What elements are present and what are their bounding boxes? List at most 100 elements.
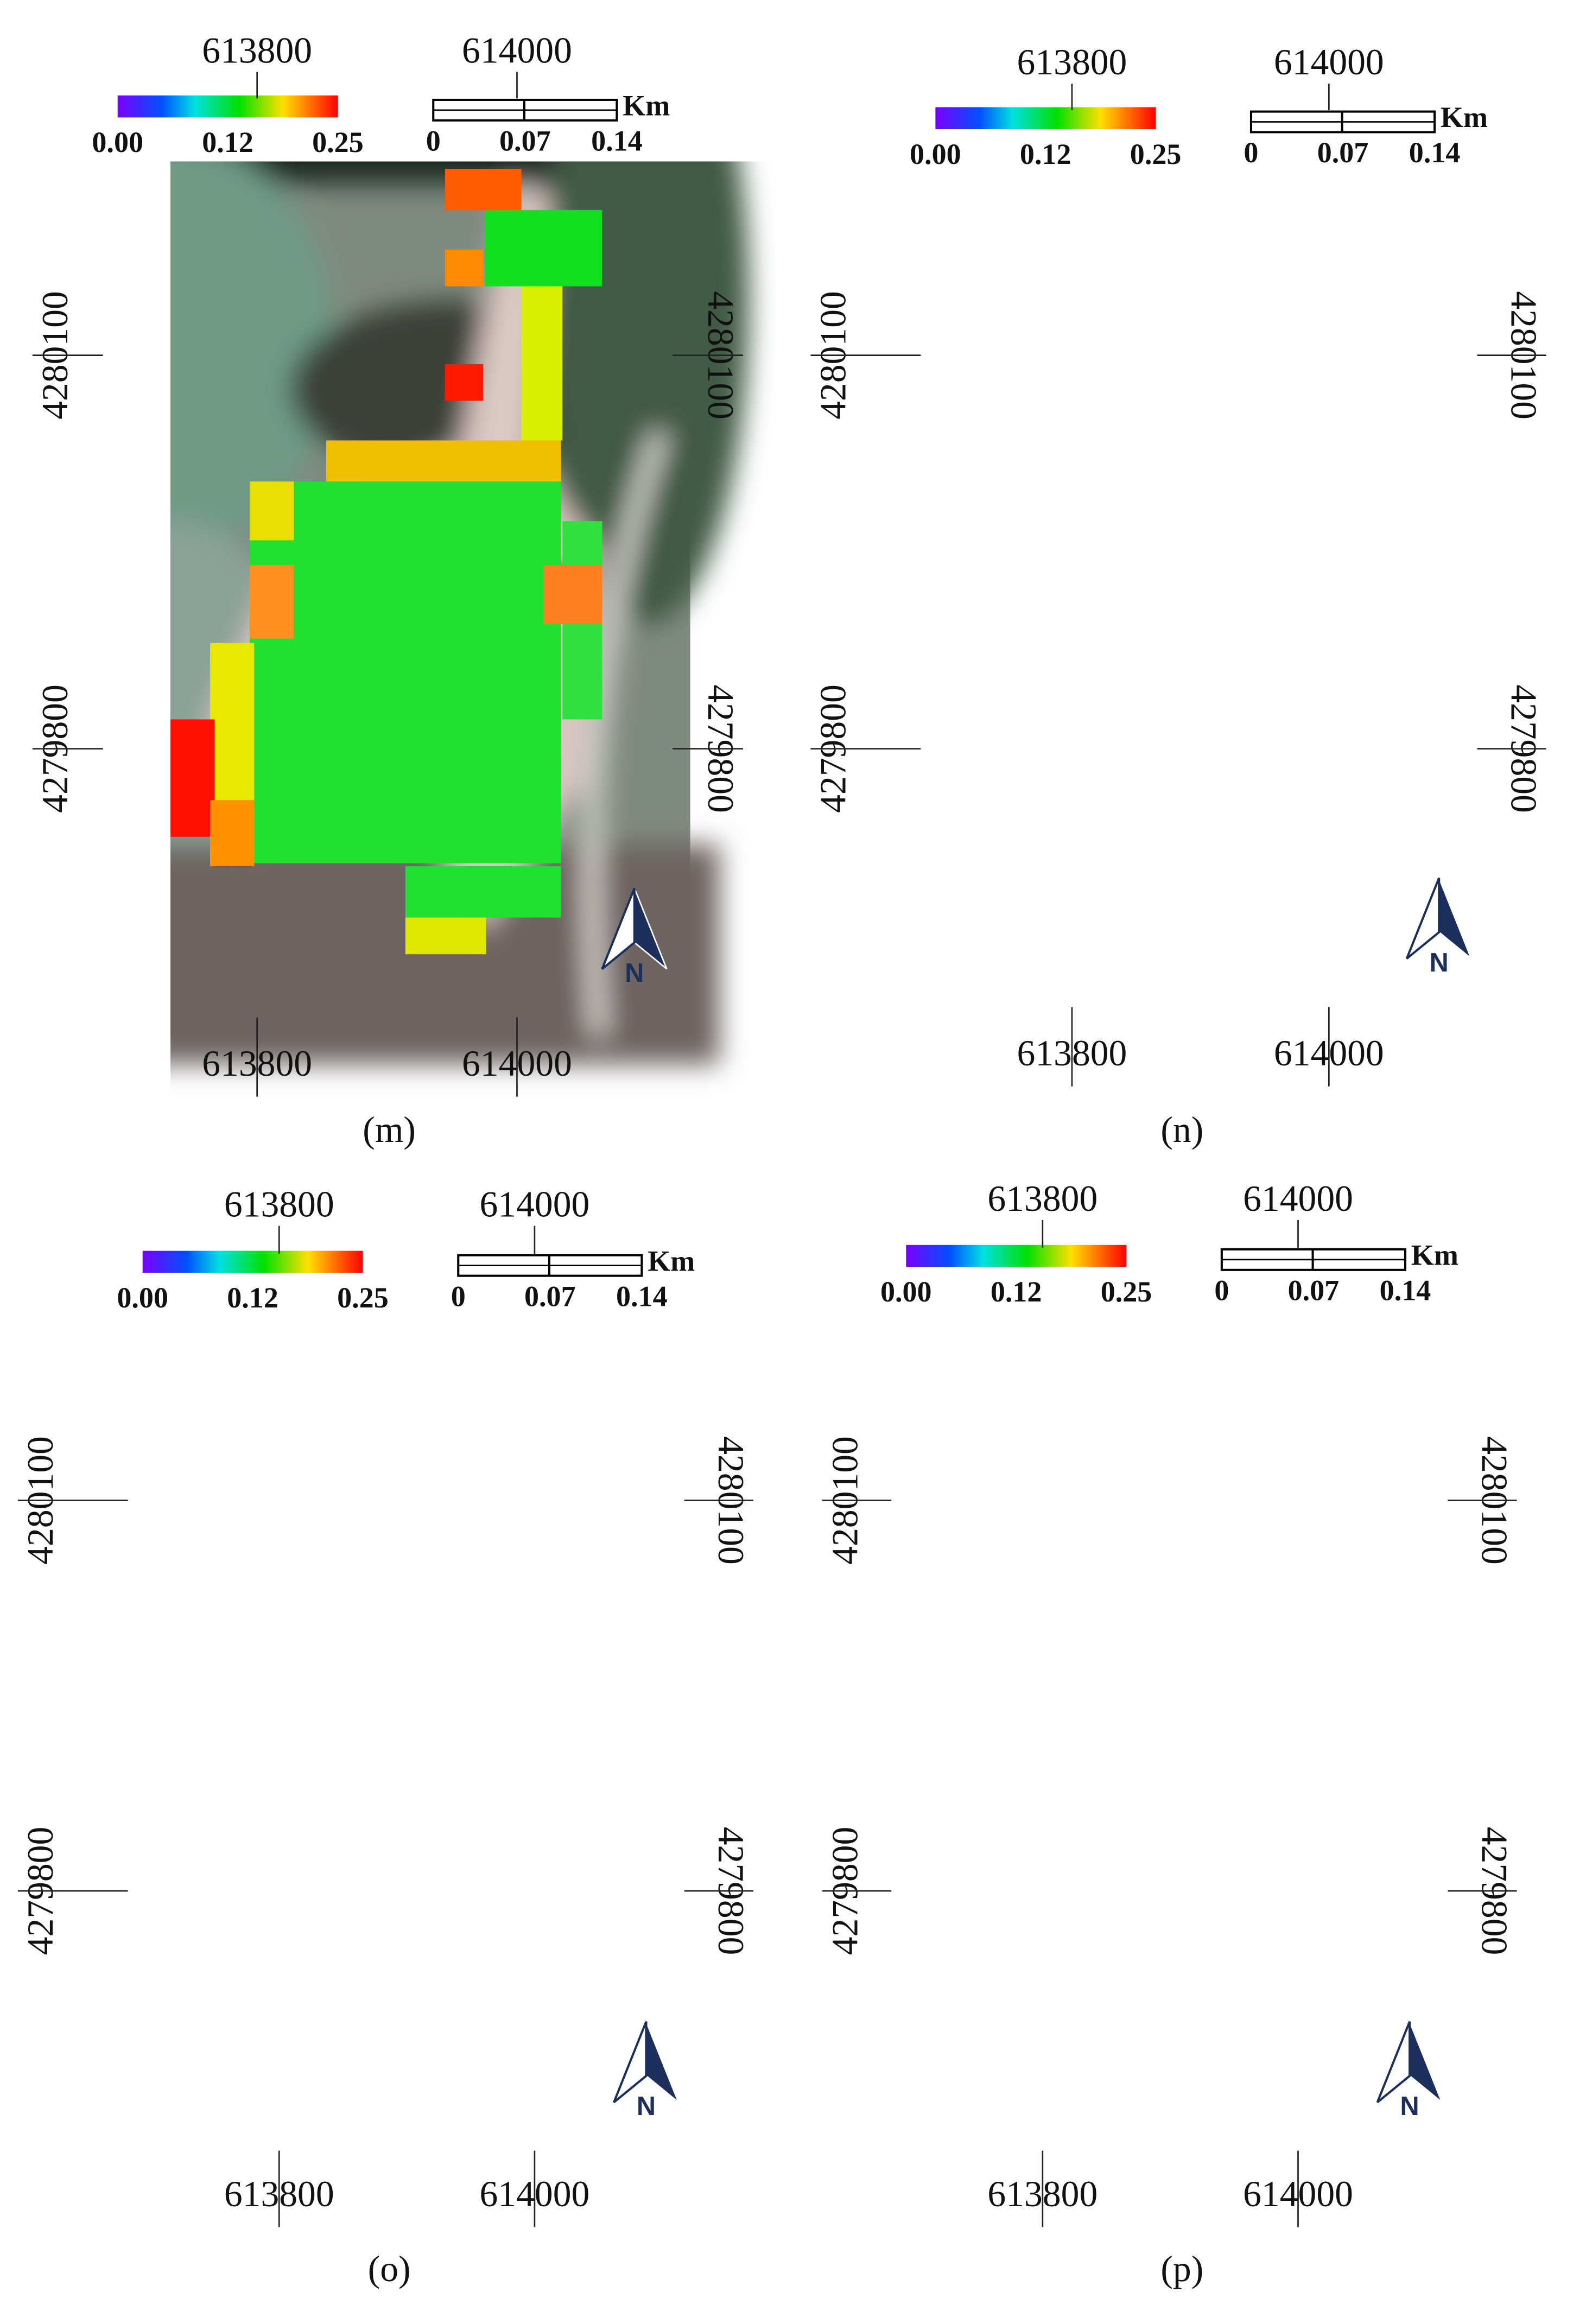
scale-unit: Km bbox=[1411, 1239, 1458, 1272]
overlay-cell bbox=[250, 481, 294, 541]
vegetation bbox=[859, 533, 1124, 885]
north-arrow bbox=[1405, 877, 1441, 960]
scale-unit: Km bbox=[648, 1244, 695, 1277]
overlay-cell bbox=[543, 565, 602, 624]
x-tick-label: 613800 bbox=[987, 1178, 1097, 1219]
scarps bbox=[300, 1727, 566, 1954]
overlay-cell bbox=[445, 249, 484, 287]
colorbar-label: 0.25 bbox=[312, 126, 364, 158]
overlay-cell bbox=[210, 800, 255, 866]
landslide bbox=[1022, 195, 1406, 944]
north-label: N bbox=[1430, 948, 1449, 977]
north-label: N bbox=[1400, 2092, 1419, 2121]
dark-patch bbox=[316, 1456, 639, 1633]
overlay-cell bbox=[1253, 1633, 1292, 1671]
overlay-cell bbox=[445, 364, 484, 401]
dark-patch bbox=[1109, 313, 1432, 489]
overlay-cell bbox=[170, 719, 215, 837]
north-arrow bbox=[601, 887, 636, 970]
north-arrow bbox=[645, 2021, 680, 2103]
scale-label: 0.14 bbox=[616, 1280, 668, 1312]
map-panel: 0.00 0.12 0.25 0 0.07 0.14KmN6138006138006140… bbox=[822, 1178, 1517, 2289]
map-panel: 0.00 0.12 0.25 0 0.07 0.14KmN6138006138006140… bbox=[32, 30, 749, 1150]
scarp bbox=[300, 1882, 359, 1941]
scarp bbox=[391, 1913, 433, 1954]
map-panel: 0.00 0.12 0.25 0 0.07 0.14KmN6138006138006140… bbox=[17, 1184, 753, 2289]
scale-label: 0 bbox=[1214, 1274, 1229, 1307]
scale-unit: Km bbox=[1441, 101, 1488, 134]
scale-label: 0 bbox=[1244, 136, 1258, 169]
overlay-cell bbox=[250, 565, 294, 639]
overlay-cell bbox=[1253, 1751, 1330, 1828]
colorbar-label: 0.25 bbox=[1101, 1275, 1152, 1308]
terrain bbox=[110, 1236, 702, 2169]
scarp bbox=[1184, 769, 1226, 810]
scarp bbox=[1155, 1907, 1196, 1948]
colorbar-label: 0.25 bbox=[337, 1281, 389, 1314]
x-tick-label: 613800 bbox=[1017, 42, 1127, 82]
overlay-cell bbox=[1253, 1596, 1330, 1633]
colorbar-label: 0.12 bbox=[202, 126, 253, 158]
scale-label: 0.14 bbox=[1409, 136, 1461, 169]
terrain bbox=[903, 92, 1495, 1025]
landslide bbox=[992, 1333, 1377, 2082]
scale-label: 0.14 bbox=[1380, 1274, 1431, 1307]
scale-label: 0 bbox=[426, 124, 441, 157]
colorbar bbox=[117, 95, 338, 118]
overlay-cell bbox=[405, 917, 486, 955]
colorbar bbox=[906, 1244, 1127, 1267]
north-label: N bbox=[625, 958, 644, 988]
vegetation bbox=[66, 1677, 331, 2029]
vegetation bbox=[170, 161, 335, 551]
overlay-cell bbox=[250, 481, 561, 863]
overlay-cell bbox=[405, 866, 561, 918]
x-tick-label: 613800 bbox=[224, 1184, 334, 1225]
overlay-cell bbox=[521, 286, 563, 441]
x-tick-label: 614000 bbox=[1274, 42, 1384, 82]
vegetation bbox=[830, 1671, 1094, 2023]
x-tick-label: 614000 bbox=[462, 30, 572, 71]
scarp bbox=[1199, 1721, 1329, 1773]
scale-label: 0.07 bbox=[524, 1280, 576, 1312]
dark-patch bbox=[1079, 1451, 1402, 1627]
scale-label: 0 bbox=[451, 1280, 466, 1312]
scarp bbox=[436, 1727, 566, 1779]
scarps bbox=[1093, 583, 1359, 810]
overlay-cell bbox=[326, 440, 561, 482]
scarps bbox=[1063, 1721, 1330, 1948]
overlay-cell bbox=[1057, 1945, 1097, 2022]
north-arrow bbox=[1409, 2021, 1443, 2103]
panel-label: (m) bbox=[363, 1109, 416, 1150]
colorbar bbox=[142, 1250, 363, 1273]
x-tick-label: 614000 bbox=[480, 1184, 590, 1225]
colorbar-label: 0.12 bbox=[1020, 138, 1071, 170]
colorbar-label: 0.00 bbox=[880, 1275, 932, 1308]
scale-label: 0.07 bbox=[1288, 1274, 1340, 1307]
scale-label: 0.07 bbox=[499, 124, 551, 157]
panel-label: (o) bbox=[368, 2249, 411, 2289]
vegetation bbox=[830, 151, 1153, 562]
colorbar-label: 0.00 bbox=[117, 1281, 168, 1314]
scale-label: 0.07 bbox=[1317, 136, 1369, 169]
scarp bbox=[1063, 1876, 1122, 1935]
ground bbox=[81, 1978, 731, 2198]
terrain bbox=[874, 1230, 1466, 2168]
overlay-cell bbox=[1176, 1945, 1216, 1982]
landslide bbox=[229, 1339, 613, 2088]
panel-label: (n) bbox=[1160, 1109, 1203, 1150]
scale-label: 0.14 bbox=[591, 124, 643, 157]
scarp bbox=[1228, 583, 1359, 636]
ground bbox=[874, 834, 1524, 1054]
scale-unit: Km bbox=[623, 90, 670, 122]
scarp bbox=[1093, 739, 1152, 797]
overlay-cell bbox=[1216, 1712, 1254, 1751]
ground bbox=[845, 1978, 1495, 2198]
satellite-image bbox=[170, 161, 749, 1065]
colorbar-label: 0.00 bbox=[910, 138, 961, 170]
overlay-cell bbox=[445, 169, 522, 210]
x-tick-label: 614000 bbox=[1243, 1178, 1353, 1219]
map-panel: 0.00 0.12 0.25 0 0.07 0.14KmN6138006138006140… bbox=[810, 42, 1546, 1150]
north-arrow bbox=[1438, 878, 1472, 960]
